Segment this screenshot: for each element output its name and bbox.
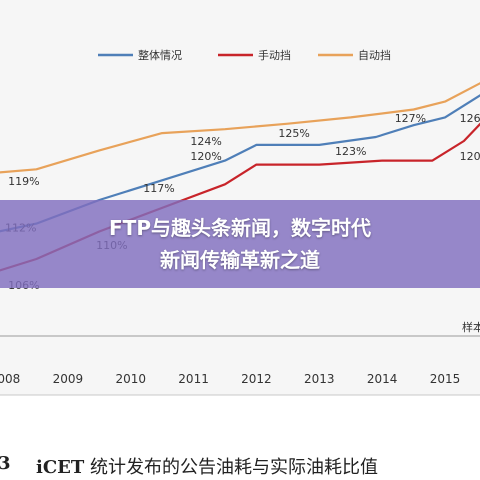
chart-note: 样本 — [462, 320, 480, 334]
caption-title: iCET 统计发布的公告油耗与实际油耗比值 — [36, 453, 378, 479]
data-label: 125% — [278, 127, 309, 140]
x-tick-label: 2010 — [115, 372, 146, 386]
x-tick-label: 2011 — [178, 372, 209, 386]
data-label: 124% — [190, 135, 221, 148]
series-line — [0, 82, 480, 174]
caption-brand: iCET — [36, 457, 85, 478]
data-label: 126 — [460, 112, 480, 125]
series-3: 119% 124% 125% 127% — [0, 82, 480, 188]
data-label: 127% — [395, 112, 426, 125]
figure-caption: 3 iCET 统计发布的公告油耗与实际油耗比值 — [0, 444, 480, 480]
data-label: 120 — [460, 150, 480, 163]
caption-number: 3 — [0, 453, 11, 474]
legend-label: 整体情况 — [138, 48, 182, 62]
x-tick-label: 2009 — [53, 372, 84, 386]
data-label: 123% — [335, 145, 366, 158]
legend: 整体情况 手动挡 自动挡 — [98, 48, 391, 62]
data-label: 117% — [143, 182, 174, 195]
caption-text: 统计发布的公告油耗与实际油耗比值 — [90, 457, 379, 478]
x-tick-label: 2015 — [430, 372, 461, 386]
data-label: 119% — [8, 175, 39, 188]
x-tick-label: 2014 — [367, 372, 398, 386]
legend-label: 自动挡 — [358, 48, 391, 62]
x-tick-label: 2008 — [0, 372, 20, 386]
banner-line-2: 新闻传输革新之道 — [160, 248, 320, 272]
title-banner: FTP与趣头条新闻，数字时代 新闻传输革新之道 — [0, 200, 480, 288]
x-tick-label: 2013 — [304, 372, 335, 386]
legend-label: 手动挡 — [258, 48, 291, 62]
data-label: 120% — [190, 150, 221, 163]
banner-line-1: FTP与趣头条新闻，数字时代 — [109, 216, 371, 240]
x-tick-label: 2012 — [241, 372, 272, 386]
